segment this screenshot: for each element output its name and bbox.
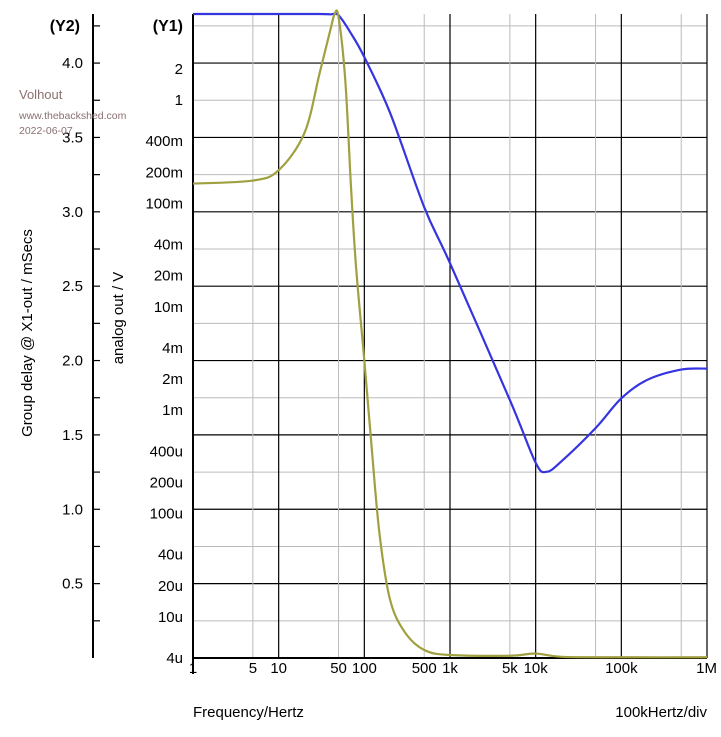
x-tick-label: 10k [524, 660, 549, 677]
y1-tick-label: 1 [175, 92, 183, 109]
y2-tick-label: 3.0 [62, 204, 83, 221]
y2-tick-label: 4.0 [62, 55, 83, 72]
y1-tick-label: 2 [175, 61, 183, 78]
y1-tick-label: 100u [150, 506, 183, 523]
x-tick-label: 1 [189, 660, 197, 677]
y1-tick-label: 10m [154, 299, 183, 316]
y2-tick-label: 1.5 [62, 427, 83, 444]
y1-tick-label: 400m [145, 133, 183, 150]
x-tick-label: 50 [330, 660, 347, 677]
y1-axis-title: analog out / V [110, 272, 127, 365]
y1-tick-label: 4m [162, 340, 183, 357]
y2-tick-label: 2.5 [62, 278, 83, 295]
group-delay-curve [192, 9, 708, 659]
y1-tick-label: 20m [154, 268, 183, 285]
axes [92, 14, 707, 674]
y2-tick-label: 3.5 [62, 129, 83, 146]
y1-tick-label: 40m [154, 237, 183, 254]
y2-tick-label: 1.0 [62, 501, 83, 518]
y1-tick-label: 4u [166, 650, 183, 667]
watermark-date: 2022-06-07 [19, 125, 73, 137]
analog-out-curve [193, 12, 708, 474]
x-tick-label: 1M [696, 660, 717, 677]
tick-labels: 1 5 10 50 100 500 1k 5k 10k 100k 1M 2 1 400m 200m 100m 4… [62, 55, 717, 677]
x-tick-label: 10 [270, 660, 287, 677]
y1-tick-label: 40u [158, 547, 183, 564]
x-axis-title: Frequency/Hertz [193, 704, 304, 721]
x-div-label: 100kHertz/div [615, 704, 707, 721]
y1-tick-label: 20u [158, 578, 183, 595]
x-tick-label: 5k [502, 660, 518, 677]
watermark-author: Volhout [19, 87, 63, 102]
x-tick-label: 100k [605, 660, 638, 677]
y2-axis-title: Group delay @ X1-out / mSecs [19, 229, 36, 437]
y1-tick-label: 10u [158, 609, 183, 626]
x-tick-label: 1k [442, 660, 458, 677]
y2-tick-label: 0.5 [62, 576, 83, 593]
y1-tick-label: 1m [162, 402, 183, 419]
y1-tick-label: 400u [150, 443, 183, 460]
y1-tick-label: 100m [145, 195, 183, 212]
grid [193, 14, 708, 658]
x-tick-label: 500 [412, 660, 437, 677]
y1-tag: (Y1) [153, 18, 183, 35]
y1-tick-label: 2m [162, 371, 183, 388]
watermark-site: www.thebackshed.com [18, 110, 127, 122]
y2-tick-label: 2.0 [62, 353, 83, 370]
y1-tick-label: 200u [150, 474, 183, 491]
y1-tick-label: 200m [145, 164, 183, 181]
curves [192, 9, 708, 659]
y2-tag: (Y2) [50, 18, 80, 35]
x-tick-label: 5 [249, 660, 257, 677]
x-tick-label: 100 [352, 660, 377, 677]
